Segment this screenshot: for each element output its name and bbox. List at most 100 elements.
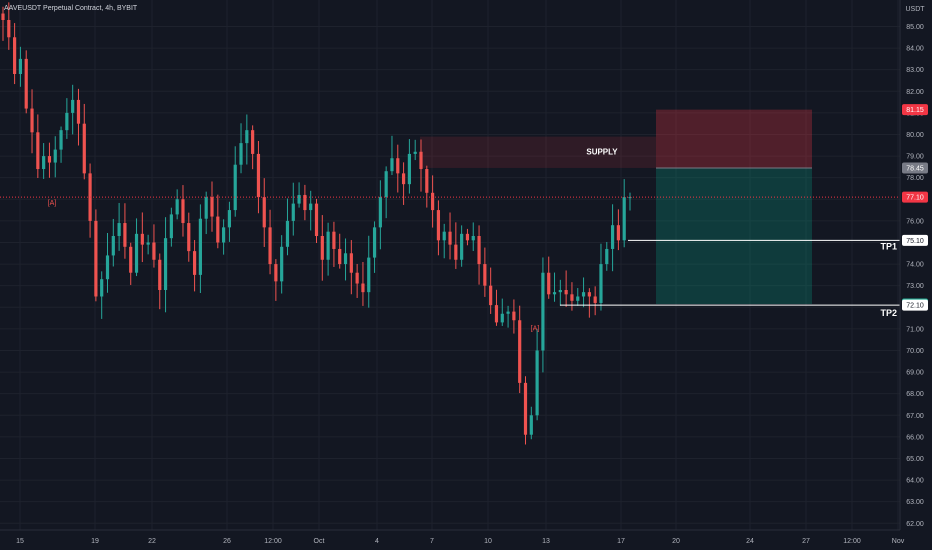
- candle[interactable]: [401, 173, 406, 185]
- candle[interactable]: [616, 225, 620, 241]
- candle[interactable]: [413, 151, 417, 154]
- candle[interactable]: [274, 264, 278, 282]
- candle[interactable]: [477, 236, 481, 265]
- candle[interactable]: [36, 132, 40, 170]
- candle[interactable]: [47, 156, 52, 163]
- candle[interactable]: [460, 233, 464, 260]
- candle[interactable]: [291, 203, 295, 221]
- candle[interactable]: [570, 294, 574, 301]
- candle[interactable]: [326, 231, 330, 260]
- candle[interactable]: [622, 197, 626, 241]
- candle[interactable]: [338, 248, 342, 265]
- candle[interactable]: [210, 197, 214, 217]
- take-profit-zone[interactable]: [656, 167, 812, 305]
- candle[interactable]: [227, 210, 232, 228]
- candle[interactable]: [146, 242, 150, 245]
- time-axis-panel[interactable]: [0, 530, 932, 550]
- candle[interactable]: [349, 253, 353, 273]
- candle[interactable]: [355, 272, 359, 284]
- candle[interactable]: [454, 244, 458, 260]
- candle[interactable]: [30, 108, 34, 133]
- candle[interactable]: [390, 158, 394, 172]
- candle[interactable]: [105, 255, 110, 280]
- candle[interactable]: [169, 214, 173, 239]
- candle[interactable]: [605, 248, 609, 265]
- candle[interactable]: [552, 292, 557, 295]
- candle[interactable]: [610, 225, 615, 249]
- candle[interactable]: [117, 223, 121, 236]
- candle[interactable]: [494, 305, 499, 323]
- candle[interactable]: [42, 156, 46, 170]
- candle[interactable]: [82, 123, 86, 174]
- candle[interactable]: [285, 220, 290, 247]
- candle[interactable]: [384, 171, 388, 198]
- candle[interactable]: [431, 192, 435, 211]
- candle[interactable]: [65, 112, 69, 131]
- candle[interactable]: [407, 153, 411, 185]
- candle[interactable]: [396, 158, 400, 174]
- candle[interactable]: [361, 283, 365, 293]
- candle[interactable]: [222, 227, 226, 243]
- candle[interactable]: [332, 231, 336, 249]
- candle[interactable]: [512, 311, 516, 321]
- candle[interactable]: [593, 296, 597, 303]
- candle[interactable]: [251, 130, 255, 154]
- candle[interactable]: [506, 311, 510, 314]
- candle[interactable]: [158, 259, 162, 290]
- candle[interactable]: [256, 153, 261, 198]
- candle[interactable]: [581, 292, 586, 297]
- candle[interactable]: [1, 13, 5, 20]
- candle[interactable]: [523, 382, 528, 435]
- candle[interactable]: [71, 99, 75, 113]
- candle[interactable]: [367, 257, 371, 293]
- candle[interactable]: [53, 149, 57, 163]
- candle[interactable]: [465, 233, 470, 241]
- candle[interactable]: [518, 320, 522, 383]
- candle[interactable]: [100, 279, 104, 297]
- candle[interactable]: [541, 272, 545, 351]
- candle[interactable]: [558, 290, 562, 293]
- candle[interactable]: [343, 253, 348, 265]
- candle[interactable]: [123, 223, 127, 247]
- candle[interactable]: [198, 218, 202, 275]
- candle[interactable]: [483, 264, 487, 286]
- candle[interactable]: [280, 246, 284, 282]
- candle[interactable]: [471, 236, 475, 241]
- candle[interactable]: [111, 236, 115, 256]
- candle[interactable]: [239, 143, 243, 165]
- candle[interactable]: [576, 296, 580, 301]
- candle[interactable]: [372, 227, 377, 258]
- candle[interactable]: [320, 236, 324, 260]
- candle[interactable]: [442, 231, 446, 241]
- candle[interactable]: [233, 164, 237, 211]
- candle[interactable]: [76, 99, 81, 124]
- candle[interactable]: [303, 194, 307, 211]
- candle[interactable]: [529, 415, 533, 435]
- candle[interactable]: [7, 20, 11, 38]
- candle[interactable]: [262, 197, 266, 228]
- candle[interactable]: [140, 233, 144, 245]
- candle[interactable]: [500, 313, 504, 323]
- candle[interactable]: [448, 231, 452, 245]
- candle[interactable]: [192, 251, 197, 275]
- candle[interactable]: [297, 194, 301, 204]
- candle[interactable]: [18, 58, 23, 74]
- candle[interactable]: [94, 220, 98, 297]
- candle[interactable]: [129, 246, 133, 273]
- candle[interactable]: [425, 169, 429, 193]
- candle[interactable]: [216, 216, 220, 243]
- candle[interactable]: [547, 272, 551, 295]
- candle[interactable]: [245, 130, 249, 144]
- candle[interactable]: [535, 350, 539, 416]
- candle[interactable]: [24, 58, 28, 109]
- candle[interactable]: [268, 227, 272, 265]
- candle[interactable]: [419, 151, 423, 170]
- stop-loss-zone[interactable]: [656, 109, 812, 168]
- candle[interactable]: [564, 290, 568, 295]
- candle[interactable]: [13, 37, 17, 74]
- price-axis-panel[interactable]: [900, 0, 932, 550]
- candle[interactable]: [134, 233, 139, 273]
- candle[interactable]: [204, 197, 208, 219]
